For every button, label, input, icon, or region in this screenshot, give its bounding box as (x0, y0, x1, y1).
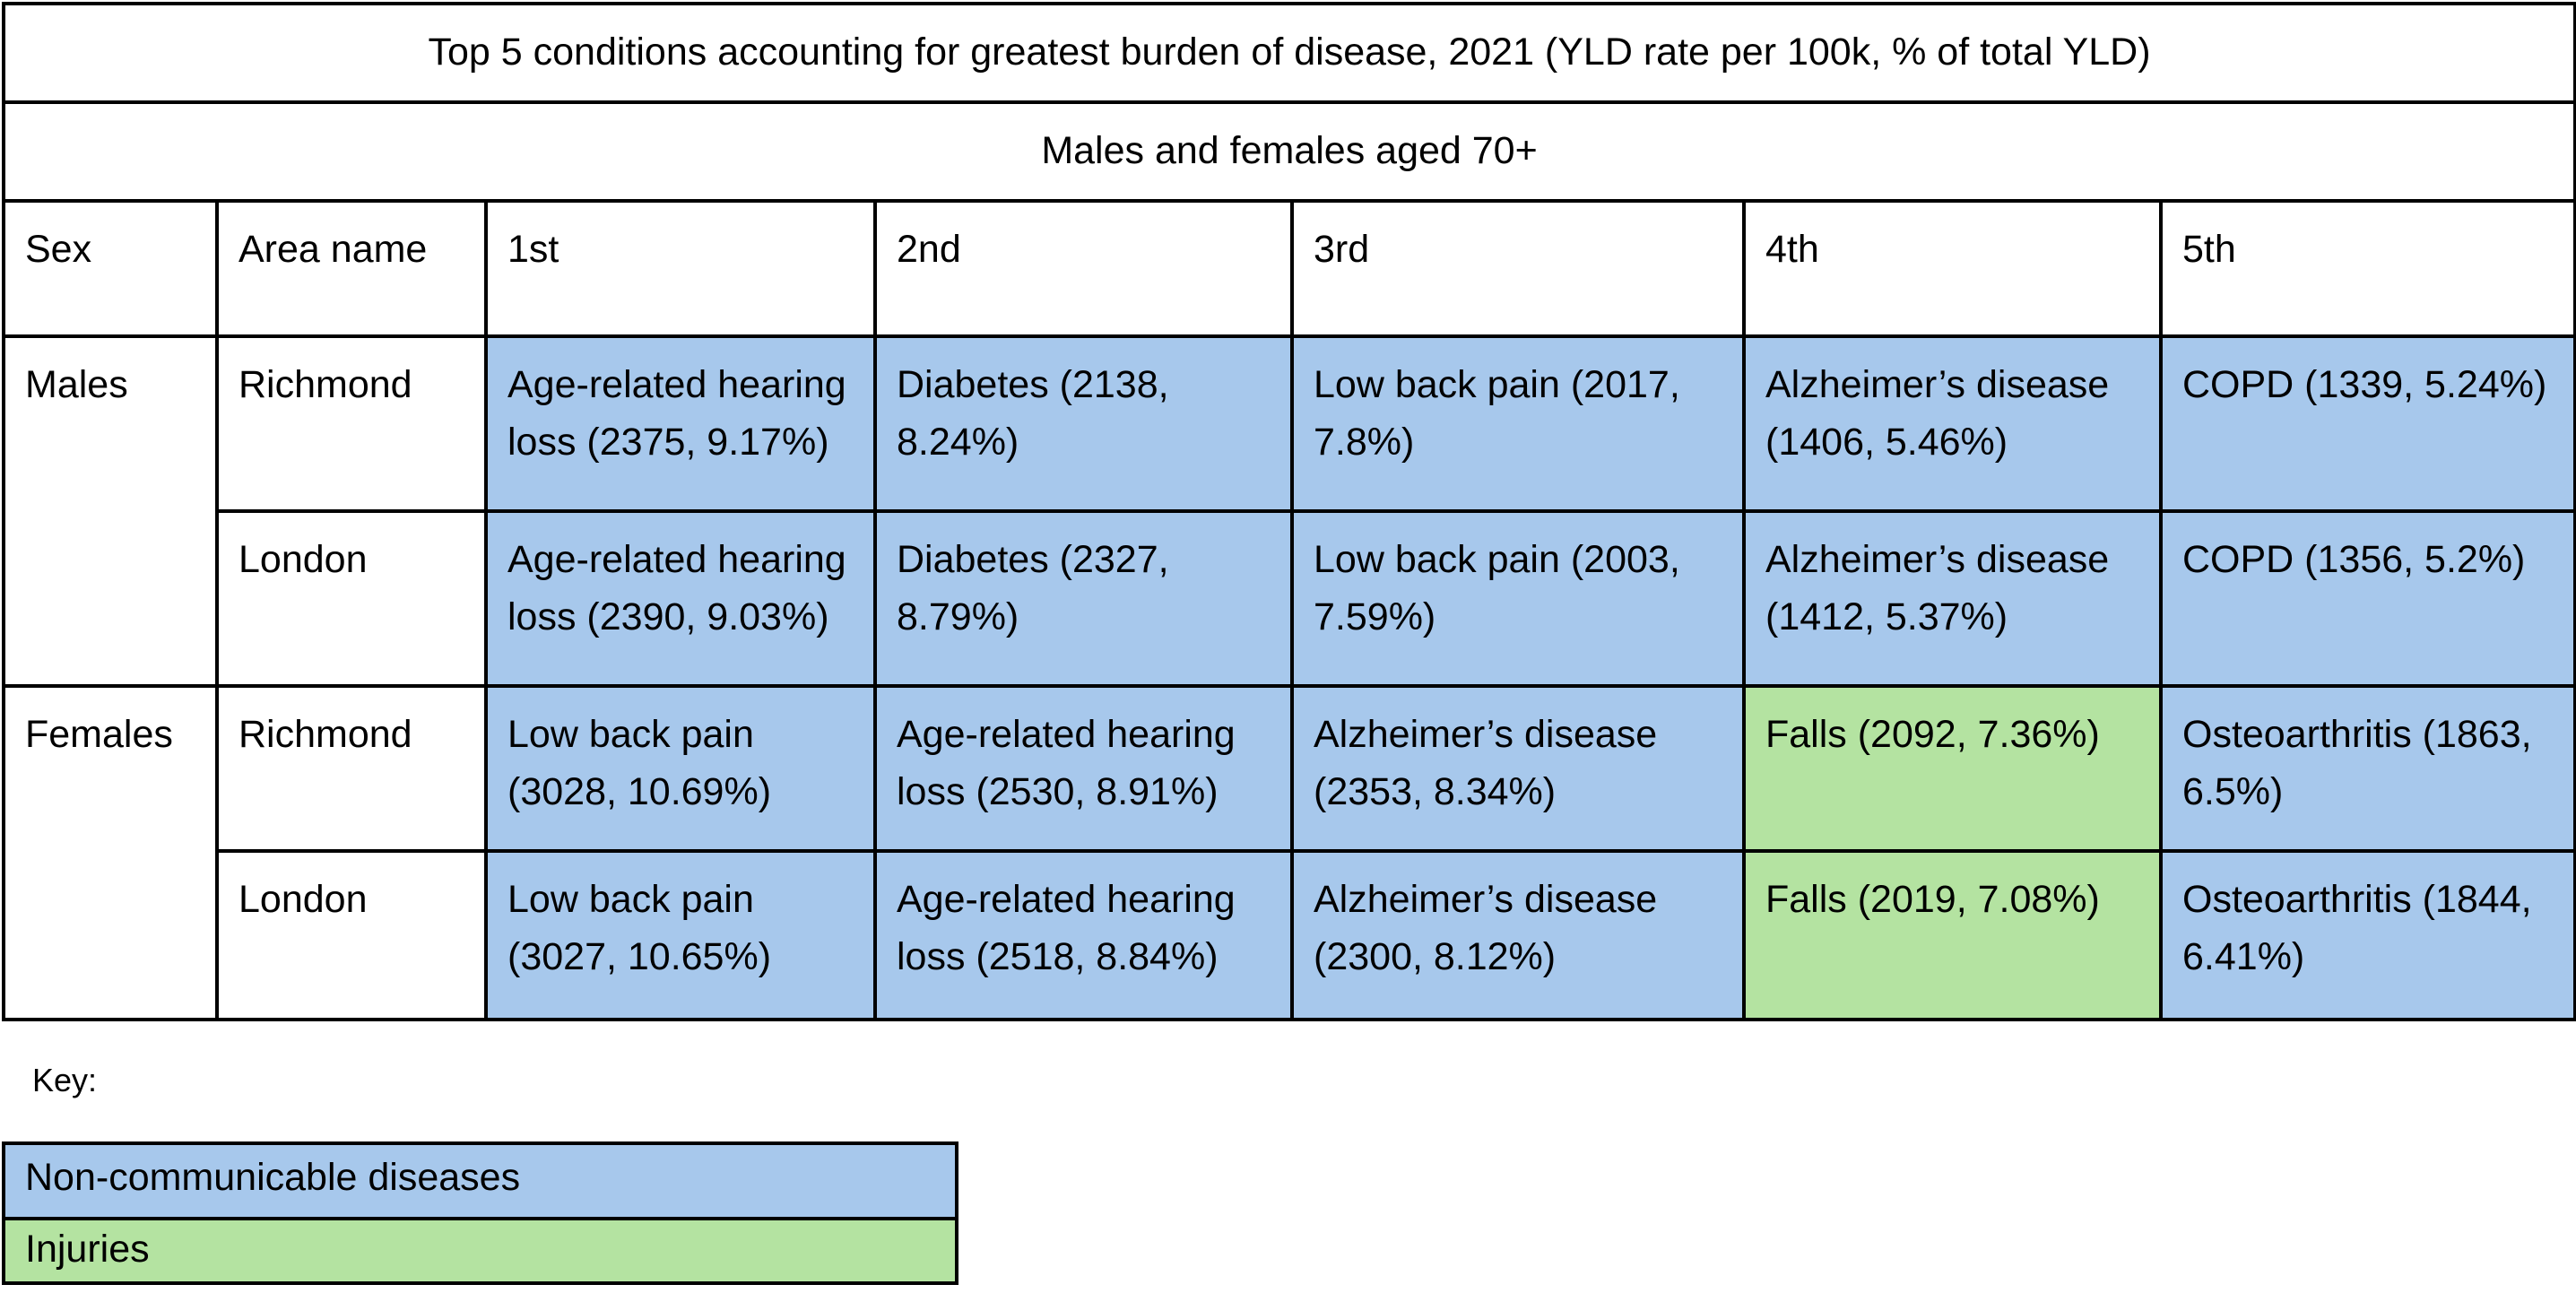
condition-cell: Osteoarthritis (1844, 6.41%) (2158, 849, 2576, 1021)
burden-table: Top 5 conditions accounting for greatest… (1, 2, 2576, 1021)
key-item-non-communicable-diseases: Non-communicable diseases (2, 1141, 958, 1220)
condition-cell: Alzheimer’s disease (1412, 5.37%) (1742, 509, 2163, 688)
condition-cell: COPD (1339, 5.24%) (2158, 334, 2576, 513)
condition-cell: Diabetes (2138, 8.24%) (873, 334, 1294, 513)
table-title: Top 5 conditions accounting for greatest… (1, 2, 2576, 104)
key-label: Key: (32, 1062, 98, 1098)
condition-cell: Osteoarthritis (1863, 6.5%) (2158, 684, 2576, 853)
condition-cell: Alzheimer’s disease (1406, 5.46%) (1742, 334, 2163, 513)
header-rank-5: 5th (2158, 199, 2576, 338)
condition-cell: Diabetes (2327, 8.79%) (873, 509, 1294, 688)
header-row: Sex Area name 1st 2nd 3rd 4th 5th (2, 199, 2576, 338)
header-rank-4: 4th (1742, 199, 2163, 338)
condition-cell: COPD (1356, 5.2%) (2158, 509, 2576, 688)
table-row: Females Richmond Low back pain (3028, 10… (2, 684, 2576, 1021)
condition-cell: Age-related hearing loss (2375, 9.17%) (484, 334, 877, 513)
condition-cell: Low back pain (3028, 10.69%) (484, 684, 877, 853)
condition-cell: Low back pain (2003, 7.59%) (1290, 509, 1746, 688)
key-item-injuries: Injuries (2, 1217, 958, 1285)
table-subtitle: Males and females aged 70+ (1, 100, 2576, 203)
area-cell: Richmond (215, 684, 488, 853)
area-cell: Richmond (215, 334, 488, 513)
header-rank-1: 1st (484, 199, 877, 338)
key-legend: Non-communicable diseases Injuries (2, 1141, 958, 1285)
condition-cell: Age-related hearing loss (2530, 8.91%) (873, 684, 1294, 853)
sex-cell-males: Males (2, 334, 219, 688)
header-sex: Sex (2, 199, 219, 338)
condition-cell: Age-related hearing loss (2390, 9.03%) (484, 509, 877, 688)
condition-cell: Low back pain (2017, 7.8%) (1290, 334, 1746, 513)
table-row: London Low back pain (3027, 10.65%) Age-… (4, 849, 2576, 1021)
condition-cell: Age-related hearing loss (2518, 8.84%) (873, 849, 1294, 1021)
condition-cell: Low back pain (3027, 10.65%) (484, 849, 877, 1021)
condition-cell: Falls (2092, 7.36%) (1742, 684, 2163, 853)
header-rank-2: 2nd (873, 199, 1294, 338)
area-cell: London (215, 509, 488, 688)
condition-cell: Alzheimer’s disease (2353, 8.34%) (1290, 684, 1746, 853)
table-row: London Age-related hearing loss (2390, 9… (4, 509, 2576, 688)
condition-cell: Alzheimer’s disease (2300, 8.12%) (1290, 849, 1746, 1021)
condition-cell: Falls (2019, 7.08%) (1742, 849, 2163, 1021)
area-cell: London (215, 849, 488, 1021)
table-row: Males Richmond Age-related hearing loss … (2, 334, 2576, 688)
header-rank-3: 3rd (1290, 199, 1746, 338)
header-area-name: Area name (215, 199, 488, 338)
sex-cell-females: Females (2, 684, 219, 1021)
